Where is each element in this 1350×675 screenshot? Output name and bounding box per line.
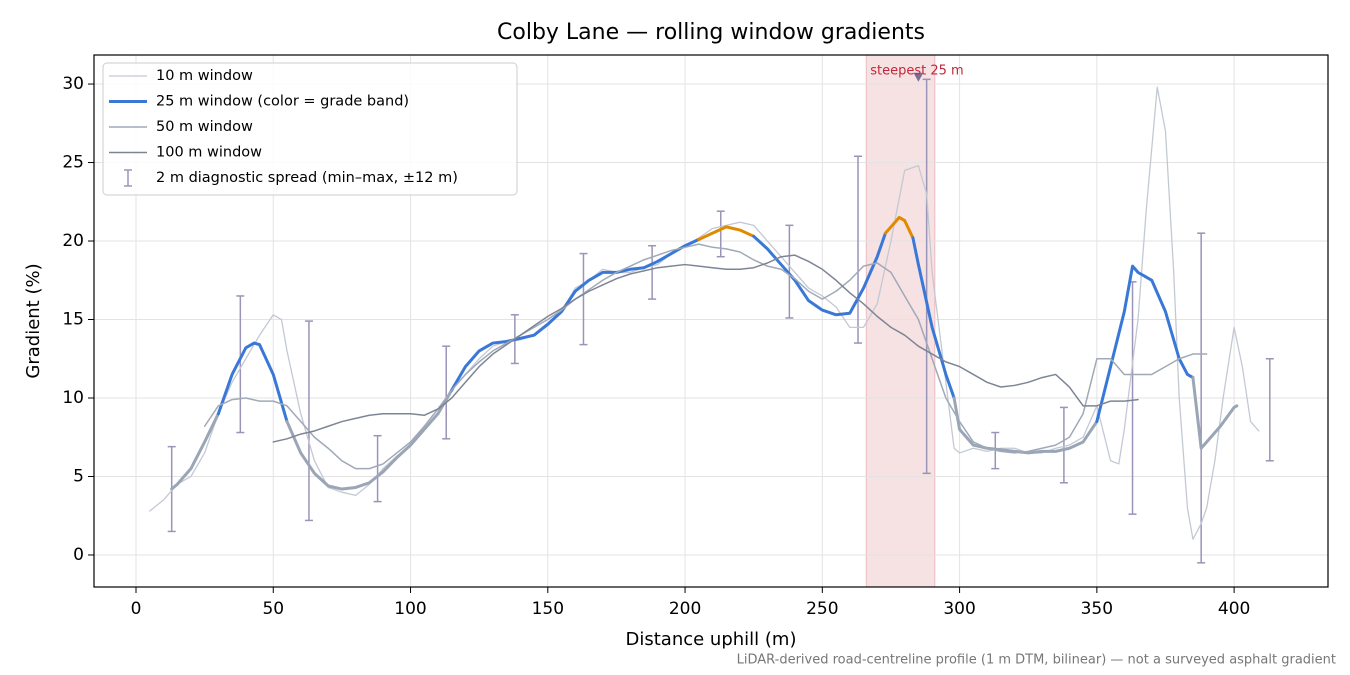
plot-frame <box>93 54 1329 588</box>
series-line <box>149 86 1260 540</box>
error-bar <box>579 252 588 346</box>
series-line <box>216 341 289 424</box>
x-tick-label: 300 <box>943 599 975 619</box>
y-axis-label: Gradient (%) <box>23 263 44 378</box>
error-bar <box>648 244 657 300</box>
y-tick-label: 30 <box>62 74 84 94</box>
annotation-label: steepest 25 m <box>870 64 963 79</box>
y-tick-label: 20 <box>62 231 84 251</box>
x-axis-label: Distance uphill (m) <box>626 629 797 650</box>
legend-label: 50 m window <box>156 119 253 135</box>
error-bar <box>373 434 382 503</box>
legend-label: 25 m window (color = grade band) <box>156 94 409 110</box>
error-bar <box>1059 406 1068 484</box>
series-line <box>272 254 1139 443</box>
y-tick-label: 15 <box>62 310 84 330</box>
error-bar <box>1197 232 1206 564</box>
y-tick-label: 5 <box>73 466 84 486</box>
series-line <box>170 412 220 491</box>
error-bar <box>304 320 313 522</box>
y-tick-label: 25 <box>62 153 84 173</box>
highlight-span <box>865 54 936 588</box>
series-line <box>1191 376 1239 450</box>
series-line <box>911 236 956 400</box>
x-tick-label: 350 <box>1081 599 1113 619</box>
legend-label: 2 m diagnostic spread (min–max, ±12 m) <box>156 170 458 186</box>
x-tick-label: 100 <box>394 599 426 619</box>
series-line <box>752 231 887 317</box>
error-bar <box>716 210 725 258</box>
error-bar <box>1265 358 1274 462</box>
y-tick-label: 10 <box>62 388 84 408</box>
series-line <box>1095 264 1195 424</box>
x-tick-label: 400 <box>1218 599 1250 619</box>
chart-title: Colby Lane — rolling window gradients <box>497 20 925 45</box>
legend-box <box>102 62 518 196</box>
x-tick-label: 250 <box>806 599 838 619</box>
series-line <box>883 215 915 240</box>
error-bar <box>854 155 863 344</box>
steepest-marker <box>913 72 924 82</box>
series-line <box>285 388 454 491</box>
error-bar <box>236 295 245 434</box>
error-bar <box>922 78 931 475</box>
y-tick-label: 0 <box>73 545 84 565</box>
legend-label: 100 m window <box>156 145 262 161</box>
x-tick-label: 0 <box>131 599 142 619</box>
error-bar <box>785 224 794 319</box>
legend-label: 10 m window <box>156 68 253 84</box>
x-tick-label: 50 <box>262 599 284 619</box>
x-tick-label: 150 <box>532 599 564 619</box>
footnote: LiDAR-derived road-centreline profile (1… <box>737 653 1336 668</box>
series-line <box>697 225 756 241</box>
series-line <box>450 237 701 392</box>
series-line <box>203 243 1208 470</box>
x-tick-label: 200 <box>669 599 701 619</box>
error-bar <box>442 345 451 440</box>
